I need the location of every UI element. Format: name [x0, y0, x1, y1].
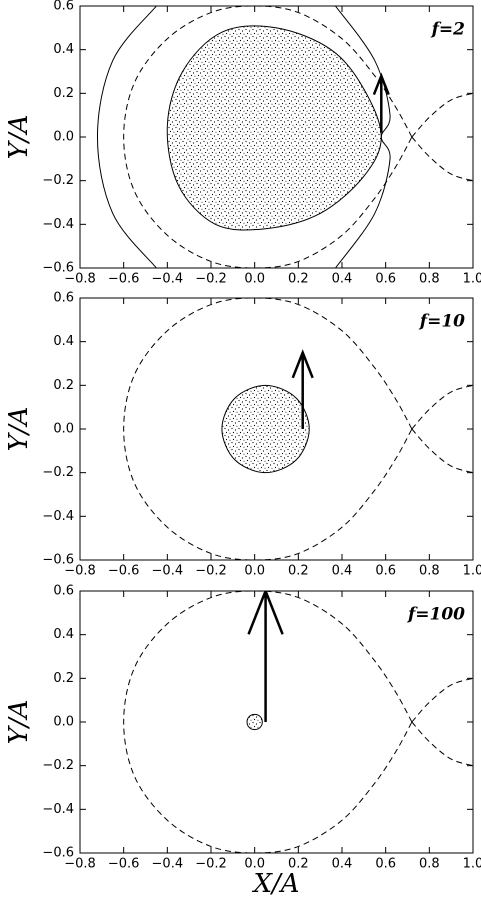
y-tick-label: −0.2 [42, 173, 74, 188]
x-tick-label: −0.2 [195, 564, 227, 579]
x-tick-label: 0.8 [419, 857, 440, 872]
y-tick-label: 0.2 [53, 671, 74, 686]
y-tick-label: −0.4 [42, 802, 74, 817]
y-axis-label: Y/A [4, 407, 34, 452]
x-tick-label: −0.8 [64, 564, 96, 579]
x-tick-label: 0.4 [332, 857, 353, 872]
x-tick-label: 0.8 [419, 564, 440, 579]
y-tick-label: −0.4 [42, 509, 74, 524]
y-axis-label: Y/A [4, 115, 34, 160]
annotation: f=10 [419, 312, 465, 332]
plot-frame [79, 590, 474, 854]
x-tick-label: 0.2 [288, 857, 309, 872]
x-tick-label: −0.4 [152, 272, 184, 287]
y-tick-label: 0.0 [53, 422, 74, 437]
y-tick-label: −0.2 [42, 465, 74, 480]
annotation: f=2 [431, 20, 466, 40]
arrow [372, 72, 390, 133]
x-tick-label: −0.6 [108, 857, 140, 872]
plot-area [96, 6, 473, 268]
arrow [291, 349, 314, 429]
x-tick-label: 0.6 [375, 857, 396, 872]
x-tick-label: 0.4 [332, 564, 353, 579]
y-tick-label: −0.6 [42, 553, 74, 568]
y-tick-label: 0.2 [53, 378, 74, 393]
x-tick-label: 1.0 [463, 272, 481, 287]
y-tick-label: 0.0 [53, 715, 74, 730]
x-tick-label: −0.2 [195, 857, 227, 872]
disk [166, 25, 382, 231]
y-tick-label: −0.6 [42, 846, 74, 861]
y-tick-label: 0.4 [53, 627, 74, 642]
y-tick-label: 0.6 [53, 291, 74, 306]
x-tick-label: 0.4 [332, 272, 353, 287]
annotation: f=100 [407, 605, 465, 625]
x-tick-label: −0.6 [108, 272, 140, 287]
y-axis-label: Y/A [4, 700, 34, 745]
disk [221, 384, 310, 474]
x-tick-label: −0.4 [152, 857, 184, 872]
y-tick-label: 0.6 [53, 0, 74, 14]
x-tick-label: −0.4 [152, 564, 184, 579]
roche-lobe [123, 591, 473, 853]
x-tick-label: 0.8 [419, 272, 440, 287]
x-tick-label: 0.6 [375, 272, 396, 287]
x-tick-label: 0.6 [375, 564, 396, 579]
y-tick-label: 0.2 [53, 86, 74, 101]
y-tick-label: 0.4 [53, 334, 74, 349]
y-tick-label: −0.4 [42, 217, 74, 232]
plot-area [123, 298, 473, 560]
x-tick-label: 1.0 [463, 564, 481, 579]
x-tick-label: 0.2 [288, 564, 309, 579]
x-tick-label: −0.8 [64, 272, 96, 287]
plot-area [123, 591, 473, 853]
x-tick-label: 0.0 [244, 272, 265, 287]
x-tick-label: 0.2 [288, 272, 309, 287]
y-tick-label: 0.0 [53, 130, 74, 145]
x-tick-label: 0.0 [244, 857, 265, 872]
arrow [247, 591, 284, 722]
y-tick-label: 0.4 [53, 42, 74, 57]
x-axis-label: X/A [251, 869, 299, 899]
roche-lobe [123, 298, 473, 560]
y-tick-label: 0.6 [53, 584, 74, 599]
x-tick-label: 0.0 [244, 564, 265, 579]
y-tick-label: −0.6 [42, 261, 74, 276]
x-tick-label: −0.8 [64, 857, 96, 872]
x-tick-label: −0.6 [108, 564, 140, 579]
roche-lobe [123, 6, 473, 268]
disk [246, 713, 263, 731]
y-tick-label: −0.2 [42, 758, 74, 773]
x-tick-label: 1.0 [463, 857, 481, 872]
x-tick-label: −0.2 [195, 272, 227, 287]
